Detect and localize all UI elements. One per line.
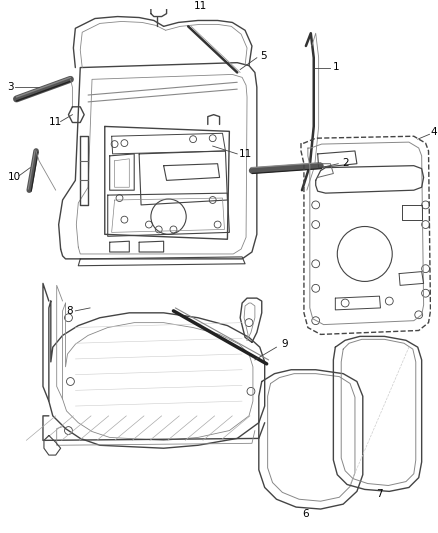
Text: 10: 10	[8, 173, 21, 182]
Text: 11: 11	[49, 117, 62, 126]
Text: 11: 11	[193, 1, 207, 11]
Text: 1: 1	[333, 62, 339, 71]
Text: 4: 4	[431, 127, 437, 138]
Text: 2: 2	[342, 158, 349, 168]
Text: 9: 9	[281, 339, 288, 349]
Text: 5: 5	[261, 51, 267, 61]
Text: 7: 7	[376, 489, 383, 499]
Text: 6: 6	[303, 509, 309, 519]
Text: 11: 11	[238, 149, 252, 159]
Text: 8: 8	[66, 306, 73, 316]
Text: 3: 3	[7, 82, 14, 92]
